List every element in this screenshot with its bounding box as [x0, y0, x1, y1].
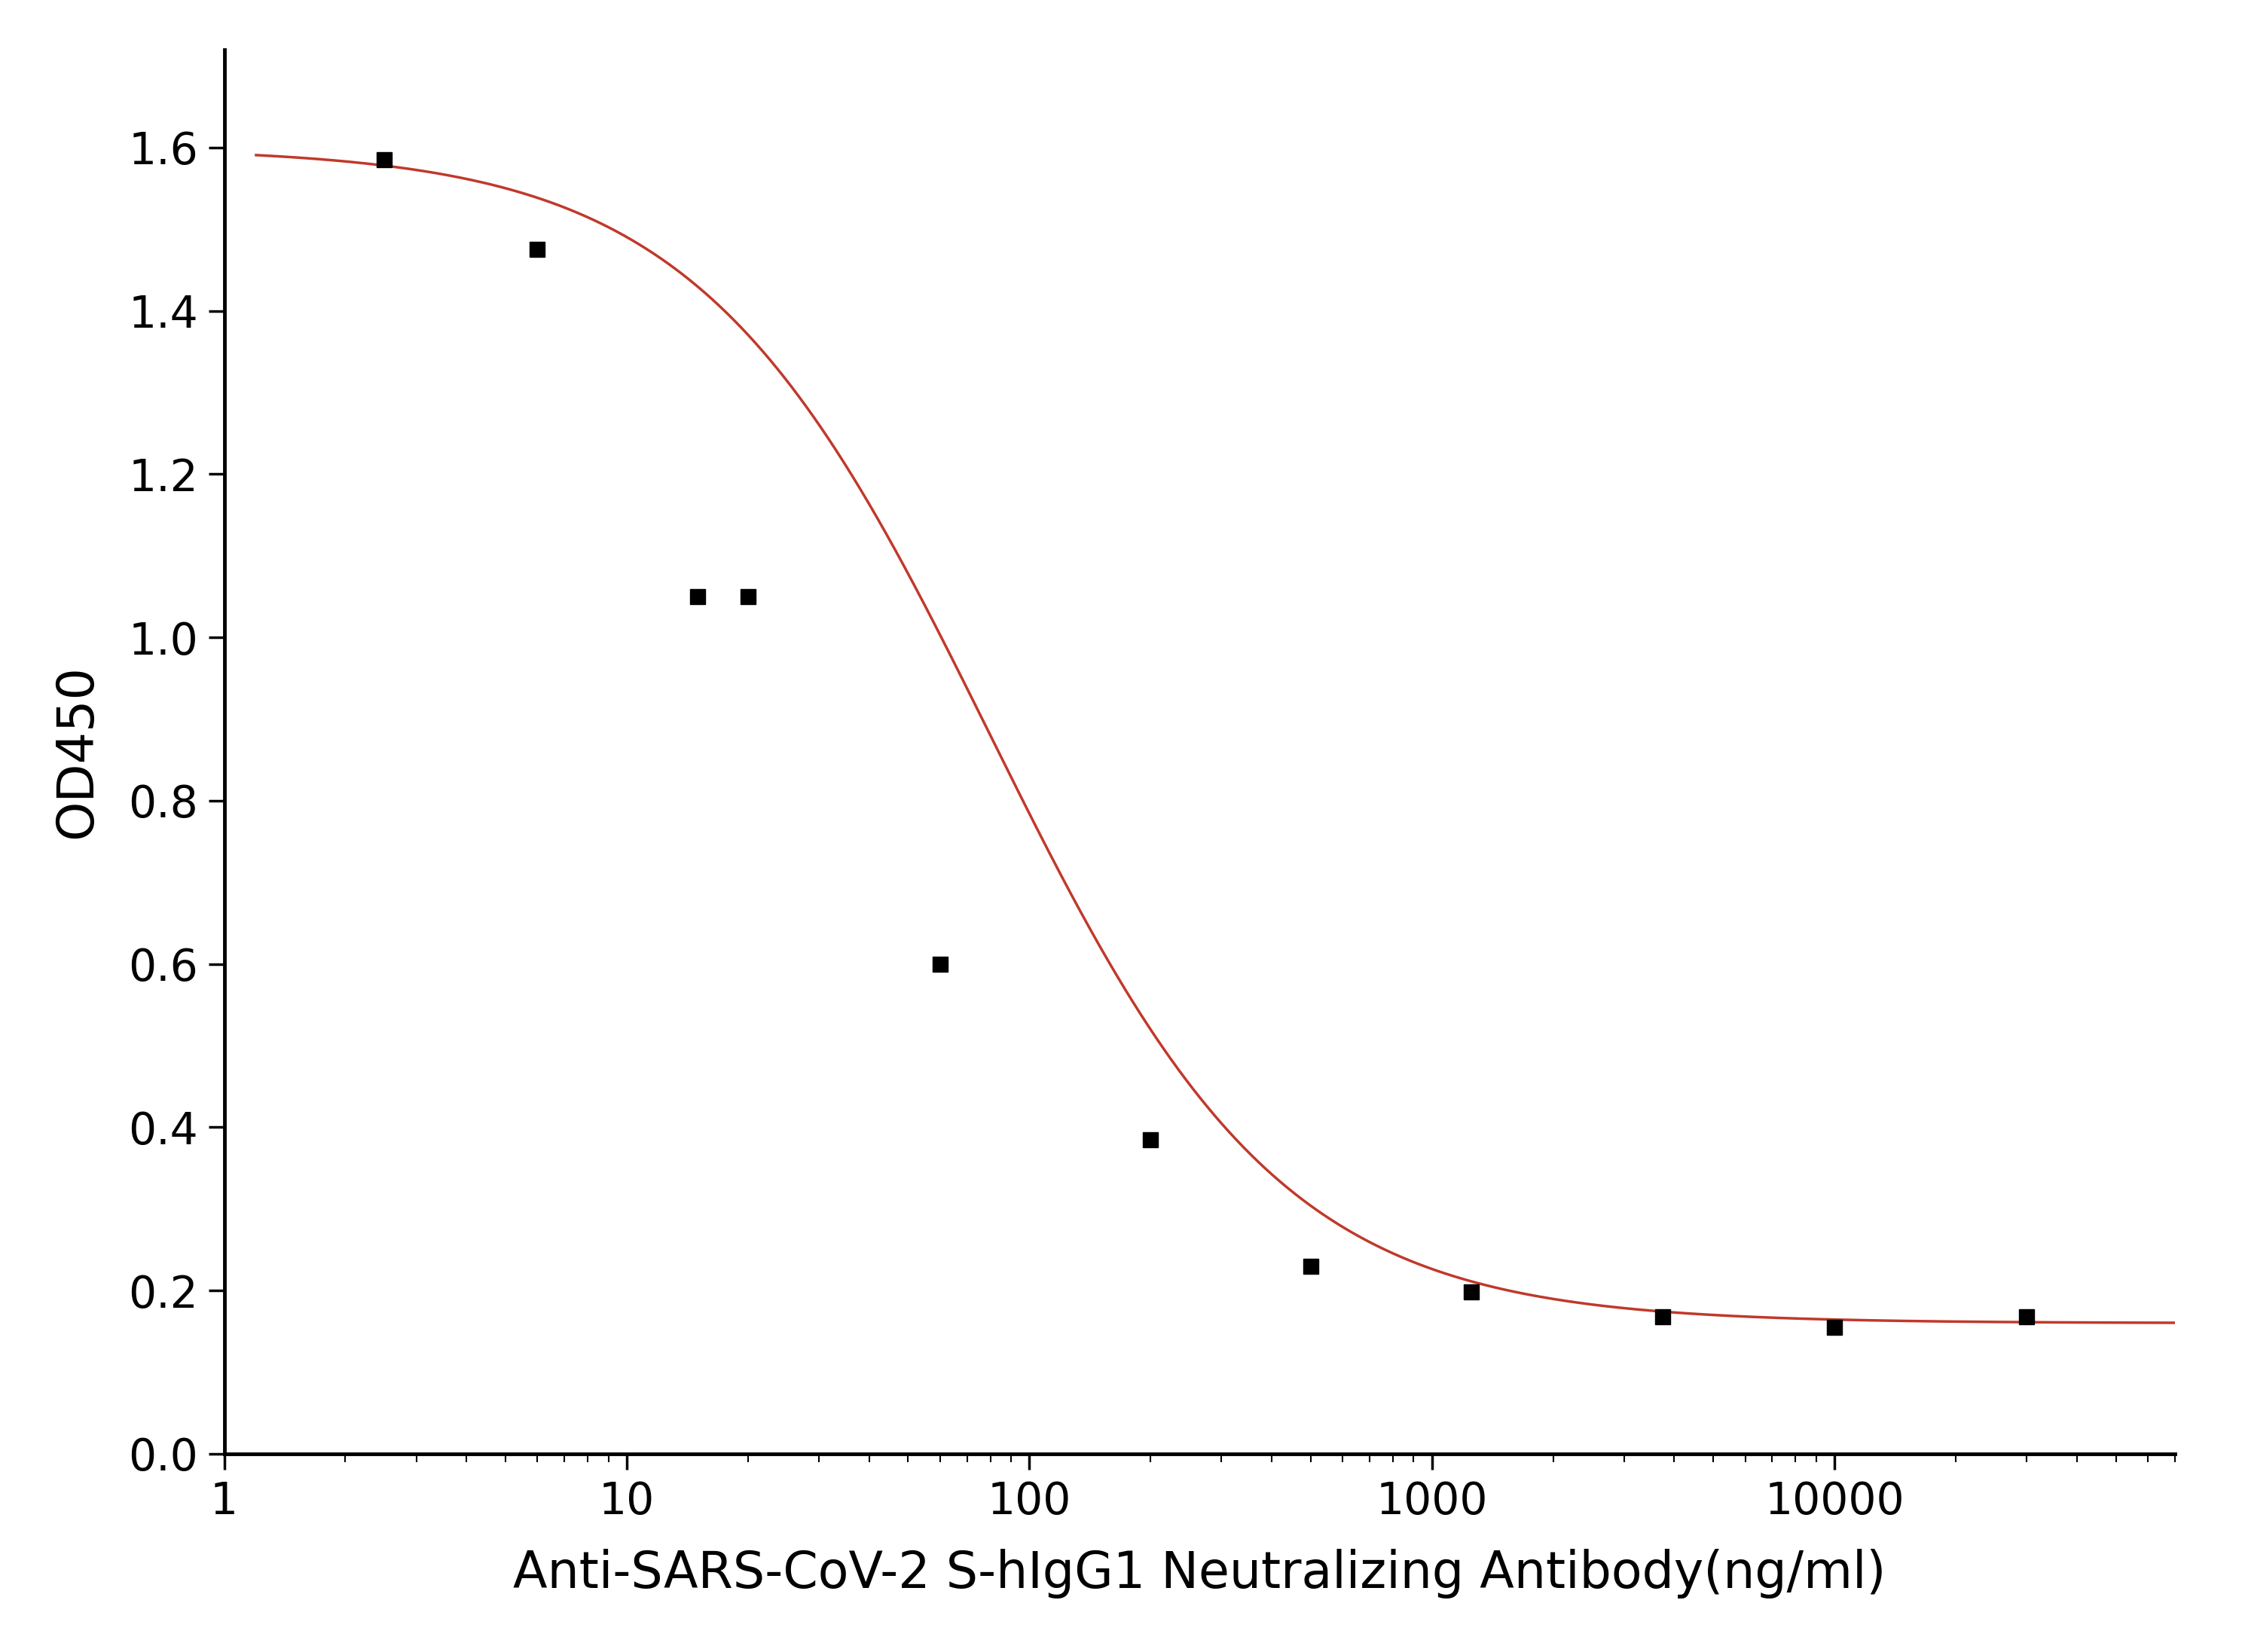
Y-axis label: OD450: OD450	[52, 664, 101, 839]
X-axis label: Anti-SARS-CoV-2 S-hIgG1 Neutralizing Antibody(ng/ml): Anti-SARS-CoV-2 S-hIgG1 Neutralizing Ant…	[513, 1550, 1886, 1599]
